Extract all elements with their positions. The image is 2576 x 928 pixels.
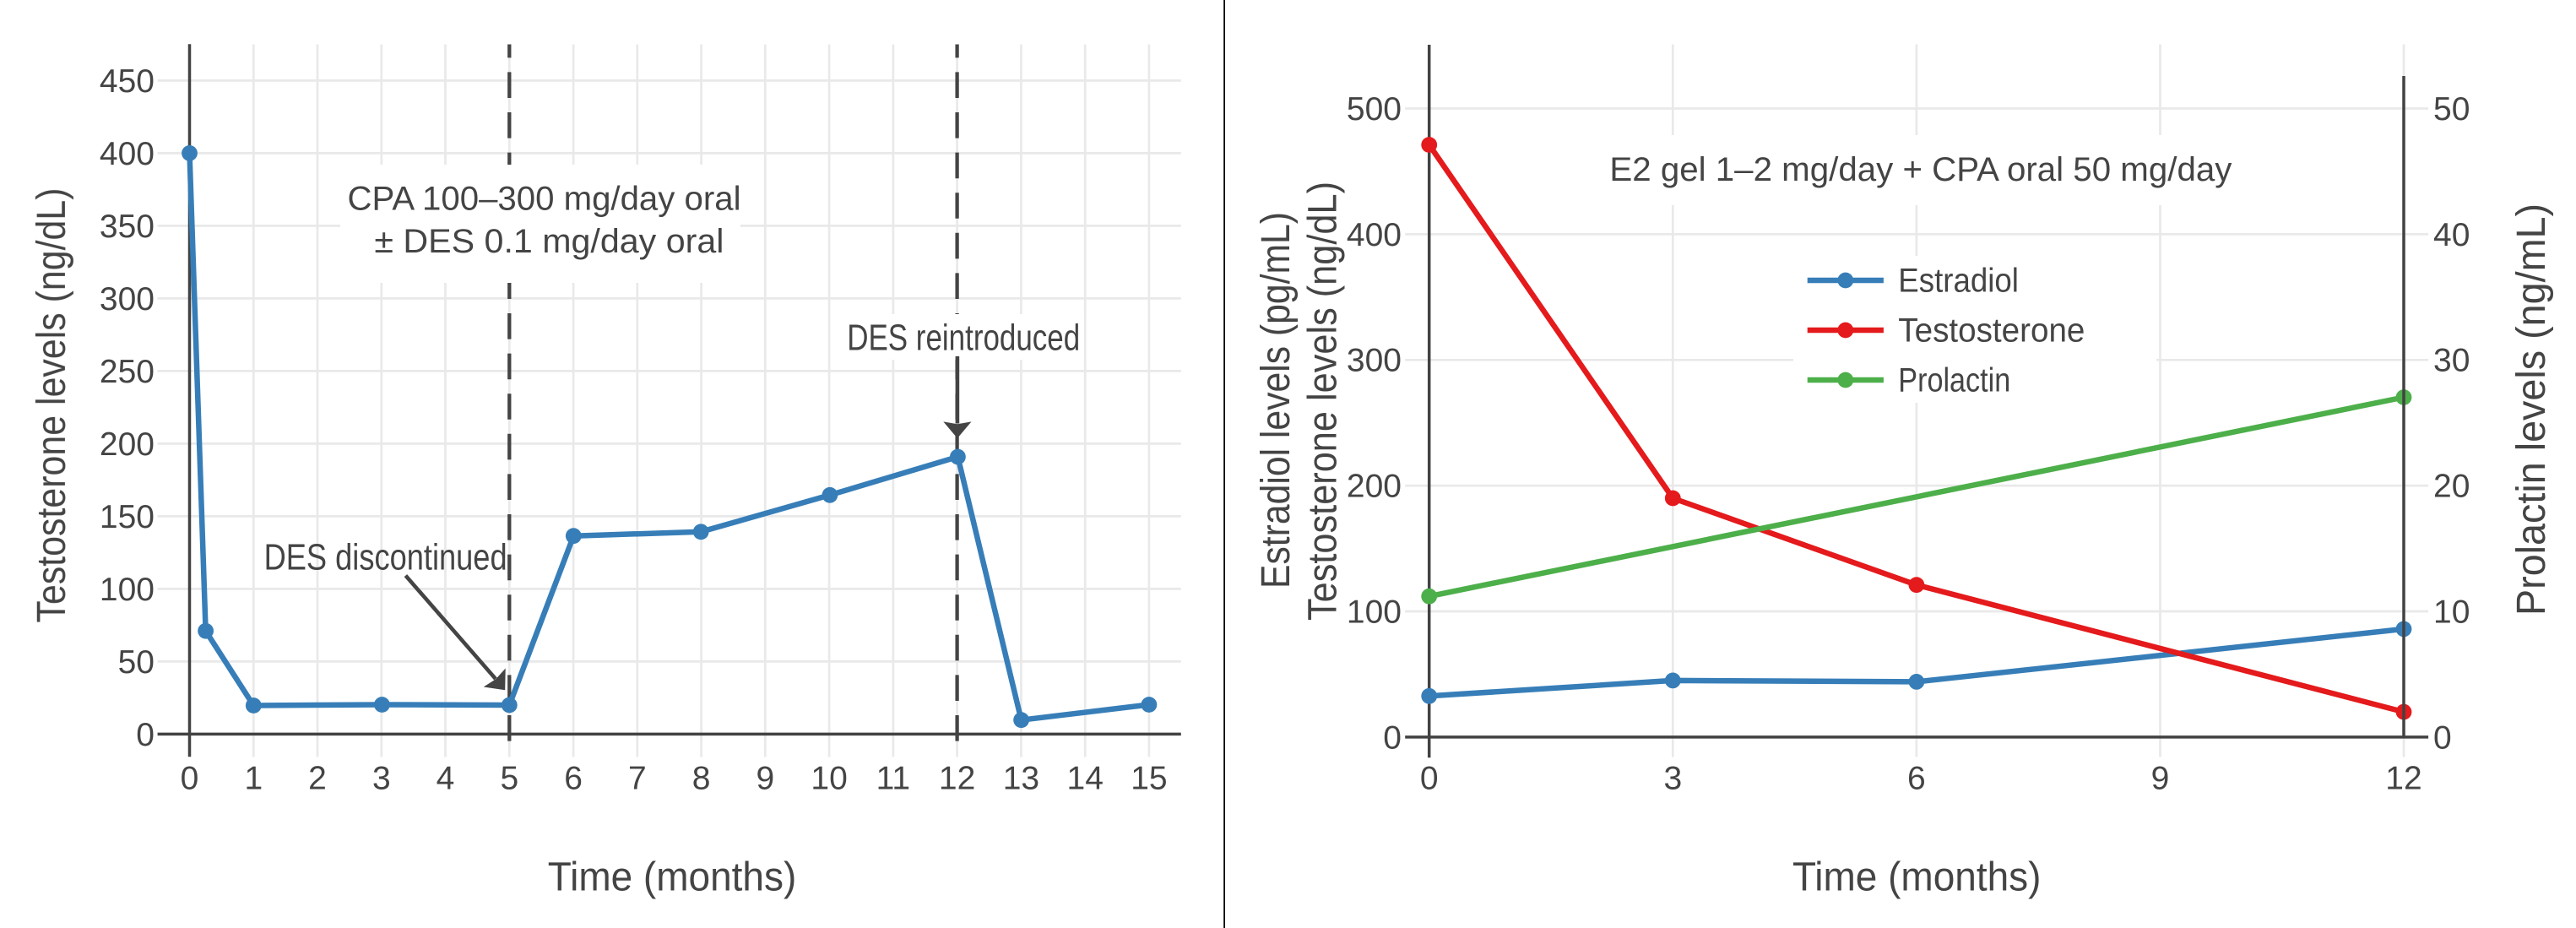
svg-text:300: 300 bbox=[1347, 343, 1402, 379]
svg-text:Estradiol: Estradiol bbox=[1898, 262, 2019, 299]
svg-text:7: 7 bbox=[628, 761, 647, 797]
svg-text:200: 200 bbox=[1347, 469, 1402, 505]
svg-text:Time (months): Time (months) bbox=[548, 855, 797, 899]
svg-text:6: 6 bbox=[1907, 761, 1926, 797]
svg-text:Prolactin levels (ng/mL): Prolactin levels (ng/mL) bbox=[2509, 204, 2554, 616]
svg-text:250: 250 bbox=[100, 354, 155, 390]
svg-text:3: 3 bbox=[372, 761, 391, 797]
svg-text:3: 3 bbox=[1663, 761, 1682, 797]
svg-text:8: 8 bbox=[692, 761, 711, 797]
svg-text:200: 200 bbox=[100, 426, 155, 463]
svg-text:Prolactin: Prolactin bbox=[1898, 361, 2010, 399]
svg-text:0: 0 bbox=[1420, 761, 1439, 797]
svg-text:450: 450 bbox=[100, 63, 155, 100]
svg-text:100: 100 bbox=[100, 572, 155, 608]
svg-text:9: 9 bbox=[2151, 761, 2170, 797]
svg-text:11: 11 bbox=[876, 761, 911, 797]
svg-text:300: 300 bbox=[100, 281, 155, 317]
svg-text:1: 1 bbox=[244, 761, 263, 797]
svg-text:5: 5 bbox=[500, 761, 518, 797]
svg-text:14: 14 bbox=[1067, 761, 1104, 797]
svg-text:13: 13 bbox=[1003, 761, 1039, 797]
svg-text:6: 6 bbox=[564, 761, 583, 797]
svg-text:Time (months): Time (months) bbox=[1792, 855, 2042, 899]
svg-text:150: 150 bbox=[100, 499, 155, 535]
svg-text:50: 50 bbox=[118, 644, 155, 681]
svg-text:Testosterone levels (ng/dL): Testosterone levels (ng/dL) bbox=[1301, 182, 1346, 621]
svg-text:2: 2 bbox=[308, 761, 327, 797]
svg-text:12: 12 bbox=[2385, 761, 2421, 797]
svg-text:0: 0 bbox=[1383, 719, 1402, 756]
svg-text:E2 gel 1–2 mg/day + CPA oral 5: E2 gel 1–2 mg/day + CPA oral 50 mg/day bbox=[1609, 151, 2232, 188]
svg-text:400: 400 bbox=[100, 136, 155, 172]
svg-text:4: 4 bbox=[437, 761, 455, 797]
svg-text:0: 0 bbox=[181, 761, 199, 797]
svg-text:100: 100 bbox=[1347, 594, 1402, 630]
svg-text:400: 400 bbox=[1347, 217, 1402, 253]
svg-text:500: 500 bbox=[1347, 91, 1402, 128]
svg-text:± DES 0.1 mg/day oral: ± DES 0.1 mg/day oral bbox=[374, 223, 724, 260]
svg-text:15: 15 bbox=[1131, 761, 1167, 797]
svg-text:Testosterone: Testosterone bbox=[1898, 312, 2085, 349]
svg-text:10: 10 bbox=[811, 761, 847, 797]
svg-text:DES reintroduced: DES reintroduced bbox=[847, 317, 1080, 359]
svg-text:CPA 100–300 mg/day oral: CPA 100–300 mg/day oral bbox=[348, 181, 741, 218]
svg-text:30: 30 bbox=[2433, 343, 2470, 379]
svg-text:20: 20 bbox=[2433, 469, 2470, 505]
svg-text:40: 40 bbox=[2433, 217, 2470, 253]
svg-text:12: 12 bbox=[939, 761, 975, 797]
svg-text:0: 0 bbox=[136, 717, 155, 753]
svg-text:0: 0 bbox=[2433, 719, 2452, 756]
svg-text:DES discontinued: DES discontinued bbox=[264, 537, 507, 578]
svg-text:9: 9 bbox=[756, 761, 774, 797]
svg-text:Estradiol levels (pg/mL): Estradiol levels (pg/mL) bbox=[1254, 212, 1299, 589]
svg-text:Testosterone levels (ng/dL): Testosterone levels (ng/dL) bbox=[30, 188, 74, 623]
svg-text:50: 50 bbox=[2433, 91, 2470, 128]
svg-text:10: 10 bbox=[2433, 594, 2470, 630]
svg-text:350: 350 bbox=[100, 209, 155, 245]
